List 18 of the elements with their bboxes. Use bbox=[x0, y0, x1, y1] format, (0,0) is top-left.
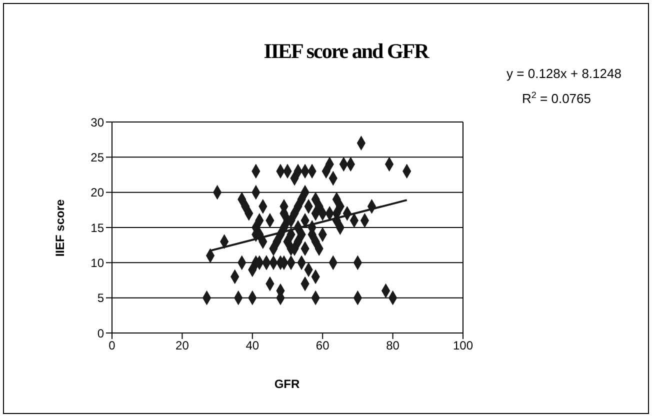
y-tick-label: 15 bbox=[90, 220, 104, 235]
x-axis-title: GFR bbox=[274, 377, 300, 391]
text: y = 0.128x + 8.1248 bbox=[506, 66, 622, 81]
y-tick-label: 25 bbox=[90, 150, 104, 164]
y-tick-label: 5 bbox=[97, 291, 104, 306]
x-tick-label: 20 bbox=[176, 338, 190, 353]
x-tick-label: 80 bbox=[386, 338, 400, 353]
x-tick-label: 100 bbox=[452, 338, 474, 353]
y-tick-label: 30 bbox=[90, 115, 104, 130]
x-tick-label: 60 bbox=[316, 338, 330, 353]
chart-title: IIEF score and GFR bbox=[264, 39, 430, 63]
text: R$^{2}$ = 0.0765 bbox=[522, 90, 591, 106]
x-tick-label: 40 bbox=[246, 338, 260, 353]
x-tick-label: 0 bbox=[108, 338, 116, 353]
y-tick-label: 0 bbox=[97, 326, 104, 340]
y-tick-label: 10 bbox=[90, 256, 104, 270]
y-tick-label: 20 bbox=[90, 186, 104, 200]
y-axis-title: IIEF score bbox=[53, 198, 67, 257]
